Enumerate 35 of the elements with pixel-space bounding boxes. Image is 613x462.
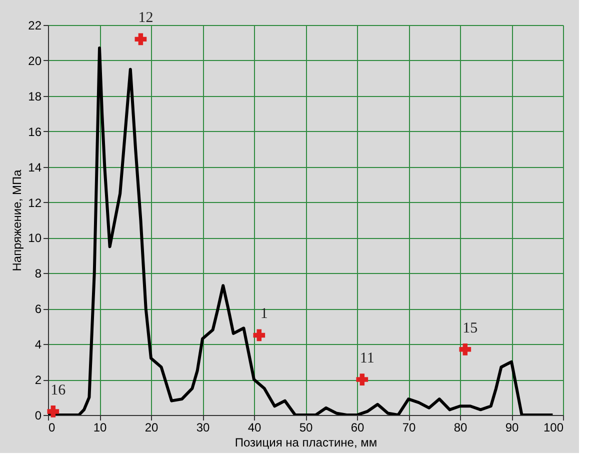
x-tick-label: 100 [543, 420, 564, 434]
point [134, 33, 147, 46]
y-tick-label: 6 [34, 302, 42, 316]
point [253, 329, 266, 342]
annotation: 16 [50, 382, 66, 398]
x-tick-label: 80 [454, 420, 468, 434]
x-axis-title: Позиция на пластине, мм [234, 436, 378, 450]
point [459, 343, 472, 356]
annotation: 15 [462, 320, 478, 336]
x-tick-label: 0 [48, 420, 56, 434]
annotation: 1 [260, 306, 268, 322]
y-tick-label: 20 [28, 54, 42, 68]
x-tick-label: 60 [350, 420, 364, 434]
y-tick-label: 8 [34, 266, 42, 281]
x-tick-label: 90 [505, 420, 519, 434]
x-tick-label: 10 [93, 420, 107, 434]
point [356, 374, 368, 386]
annotation: 12 [138, 10, 154, 26]
y-tick-label: 18 [28, 89, 42, 104]
x-tick-label: 50 [299, 420, 313, 434]
y-tick-label: 16 [28, 124, 42, 139]
x-tick-label: 70 [402, 420, 416, 434]
y-tick-label: 12 [28, 196, 42, 210]
point [47, 406, 60, 418]
y-tick-label: 0 [34, 408, 42, 422]
y-tick-label: 22 [28, 18, 42, 32]
y-tick-label: 10 [28, 231, 42, 246]
x-tick-label: 20 [144, 420, 158, 434]
x-tick-label: 40 [248, 420, 262, 434]
annotation: 11 [360, 350, 374, 367]
y-tick-label: 2 [34, 373, 42, 388]
y-tick-label: 4 [34, 338, 42, 352]
x-tick-label: 30 [196, 420, 210, 434]
y-tick-label: 14 [28, 160, 42, 174]
y-axis-title: Напряжение, МПа [10, 169, 24, 272]
